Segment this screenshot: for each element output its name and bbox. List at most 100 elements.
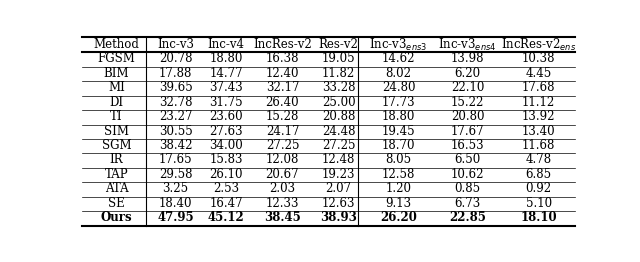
Text: 47.95: 47.95 bbox=[157, 211, 194, 224]
Text: 4.78: 4.78 bbox=[525, 154, 552, 166]
Text: 3.25: 3.25 bbox=[163, 182, 189, 195]
Text: 17.73: 17.73 bbox=[381, 96, 415, 109]
Text: 6.73: 6.73 bbox=[454, 197, 481, 210]
Text: 1.20: 1.20 bbox=[385, 182, 412, 195]
Text: 12.48: 12.48 bbox=[322, 154, 355, 166]
Text: 14.77: 14.77 bbox=[209, 67, 243, 80]
Text: 34.00: 34.00 bbox=[209, 139, 243, 152]
Text: 45.12: 45.12 bbox=[208, 211, 244, 224]
Text: SE: SE bbox=[108, 197, 125, 210]
Text: 2.53: 2.53 bbox=[213, 182, 239, 195]
Text: 12.40: 12.40 bbox=[266, 67, 300, 80]
Text: 33.28: 33.28 bbox=[322, 81, 355, 94]
Text: 27.63: 27.63 bbox=[209, 125, 243, 138]
Text: 20.88: 20.88 bbox=[322, 110, 355, 123]
Text: IR: IR bbox=[109, 154, 124, 166]
Text: DI: DI bbox=[109, 96, 124, 109]
Text: 4.45: 4.45 bbox=[525, 67, 552, 80]
Text: 26.10: 26.10 bbox=[209, 168, 243, 181]
Text: 5.10: 5.10 bbox=[525, 197, 552, 210]
Text: 26.20: 26.20 bbox=[380, 211, 417, 224]
Text: 30.55: 30.55 bbox=[159, 125, 193, 138]
Text: 18.70: 18.70 bbox=[381, 139, 415, 152]
Text: 38.93: 38.93 bbox=[320, 211, 357, 224]
Text: FGSM: FGSM bbox=[97, 52, 136, 66]
Text: 18.40: 18.40 bbox=[159, 197, 193, 210]
Text: 13.98: 13.98 bbox=[451, 52, 484, 66]
Text: 6.20: 6.20 bbox=[454, 67, 481, 80]
Text: 38.45: 38.45 bbox=[264, 211, 301, 224]
Text: 17.67: 17.67 bbox=[451, 125, 484, 138]
Text: IncRes-v2$_{ens}$: IncRes-v2$_{ens}$ bbox=[501, 36, 576, 53]
Text: 16.38: 16.38 bbox=[266, 52, 300, 66]
Text: 27.25: 27.25 bbox=[322, 139, 355, 152]
Text: 38.42: 38.42 bbox=[159, 139, 193, 152]
Text: 16.53: 16.53 bbox=[451, 139, 484, 152]
Text: 31.75: 31.75 bbox=[209, 96, 243, 109]
Text: 20.78: 20.78 bbox=[159, 52, 193, 66]
Text: 16.47: 16.47 bbox=[209, 197, 243, 210]
Text: 24.17: 24.17 bbox=[266, 125, 300, 138]
Text: Inc-v3: Inc-v3 bbox=[157, 38, 194, 51]
Text: 14.62: 14.62 bbox=[381, 52, 415, 66]
Text: 20.80: 20.80 bbox=[451, 110, 484, 123]
Text: 39.65: 39.65 bbox=[159, 81, 193, 94]
Text: 15.83: 15.83 bbox=[209, 154, 243, 166]
Text: 10.38: 10.38 bbox=[522, 52, 556, 66]
Text: TAP: TAP bbox=[104, 168, 128, 181]
Text: BIM: BIM bbox=[104, 67, 129, 80]
Text: 6.85: 6.85 bbox=[525, 168, 552, 181]
Text: 20.67: 20.67 bbox=[266, 168, 300, 181]
Text: 19.05: 19.05 bbox=[322, 52, 355, 66]
Text: 12.58: 12.58 bbox=[382, 168, 415, 181]
Text: 29.58: 29.58 bbox=[159, 168, 193, 181]
Text: 24.80: 24.80 bbox=[381, 81, 415, 94]
Text: 25.00: 25.00 bbox=[322, 96, 355, 109]
Text: 13.40: 13.40 bbox=[522, 125, 556, 138]
Text: 10.62: 10.62 bbox=[451, 168, 484, 181]
Text: Inc-v3$_{ens4}$: Inc-v3$_{ens4}$ bbox=[438, 36, 497, 53]
Text: 22.85: 22.85 bbox=[449, 211, 486, 224]
Text: 6.50: 6.50 bbox=[454, 154, 481, 166]
Text: 18.80: 18.80 bbox=[382, 110, 415, 123]
Text: 8.05: 8.05 bbox=[385, 154, 412, 166]
Text: 32.17: 32.17 bbox=[266, 81, 300, 94]
Text: TI: TI bbox=[110, 110, 123, 123]
Text: 12.08: 12.08 bbox=[266, 154, 299, 166]
Text: 2.03: 2.03 bbox=[269, 182, 296, 195]
Text: 17.65: 17.65 bbox=[159, 154, 193, 166]
Text: 32.78: 32.78 bbox=[159, 96, 193, 109]
Text: 12.33: 12.33 bbox=[266, 197, 300, 210]
Text: 22.10: 22.10 bbox=[451, 81, 484, 94]
Text: 8.02: 8.02 bbox=[385, 67, 412, 80]
Text: Inc-v3$_{ens3}$: Inc-v3$_{ens3}$ bbox=[369, 36, 428, 53]
Text: 24.48: 24.48 bbox=[322, 125, 355, 138]
Text: 17.68: 17.68 bbox=[522, 81, 556, 94]
Text: 11.12: 11.12 bbox=[522, 96, 556, 109]
Text: Method: Method bbox=[93, 38, 140, 51]
Text: SGM: SGM bbox=[102, 139, 131, 152]
Text: Res-v2: Res-v2 bbox=[319, 38, 358, 51]
Text: Inc-v4: Inc-v4 bbox=[208, 38, 244, 51]
Text: 19.45: 19.45 bbox=[381, 125, 415, 138]
Text: 18.80: 18.80 bbox=[210, 52, 243, 66]
Text: 11.82: 11.82 bbox=[322, 67, 355, 80]
Text: 0.92: 0.92 bbox=[525, 182, 552, 195]
Text: 15.28: 15.28 bbox=[266, 110, 299, 123]
Text: SIM: SIM bbox=[104, 125, 129, 138]
Text: 11.68: 11.68 bbox=[522, 139, 556, 152]
Text: Ours: Ours bbox=[100, 211, 132, 224]
Text: 23.60: 23.60 bbox=[209, 110, 243, 123]
Text: MI: MI bbox=[108, 81, 125, 94]
Text: 17.88: 17.88 bbox=[159, 67, 193, 80]
Text: ATA: ATA bbox=[104, 182, 128, 195]
Text: 9.13: 9.13 bbox=[385, 197, 412, 210]
Text: 12.63: 12.63 bbox=[322, 197, 355, 210]
Text: 15.22: 15.22 bbox=[451, 96, 484, 109]
Text: 13.92: 13.92 bbox=[522, 110, 556, 123]
Text: 37.43: 37.43 bbox=[209, 81, 243, 94]
Text: IncRes-v2: IncRes-v2 bbox=[253, 38, 312, 51]
Text: 18.10: 18.10 bbox=[520, 211, 557, 224]
Text: 23.27: 23.27 bbox=[159, 110, 193, 123]
Text: 2.07: 2.07 bbox=[326, 182, 352, 195]
